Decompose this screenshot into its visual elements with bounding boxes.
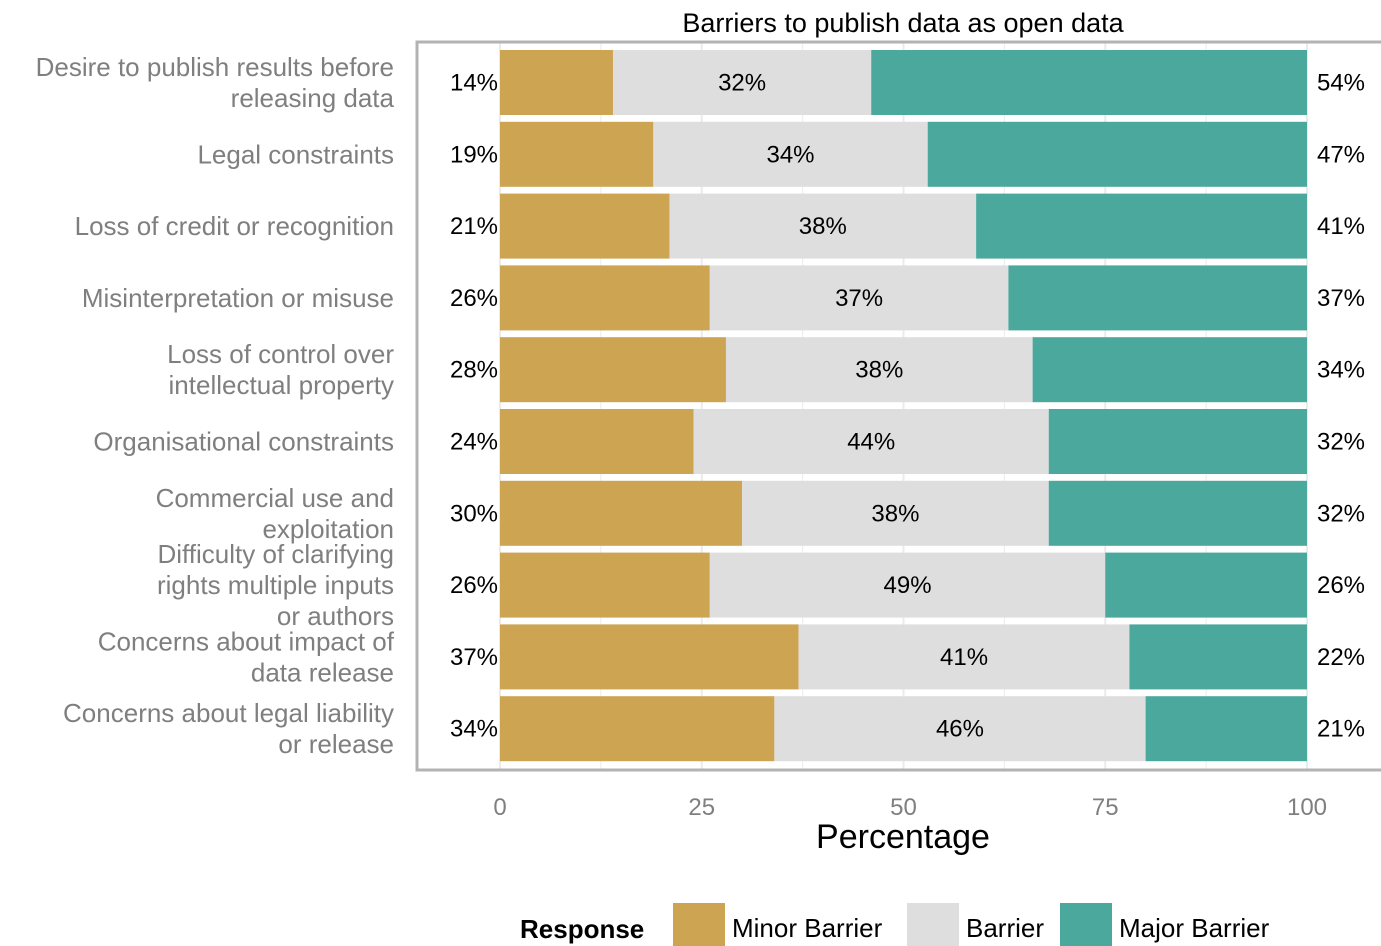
bar-barrier — [709, 265, 1009, 331]
bar-minor-barrier — [500, 624, 799, 690]
data-label-minor: 14% — [450, 70, 498, 97]
category-label: Commercial use and exploitation — [156, 483, 394, 544]
category-label: Legal constraints — [197, 139, 394, 169]
data-label-barrier: 38% — [855, 357, 903, 384]
bar-minor-barrier — [500, 121, 654, 187]
data-label-major: 32% — [1317, 429, 1365, 456]
legend-title: Response — [520, 914, 644, 944]
bar-major-barrier — [1048, 480, 1307, 546]
bar-major-barrier — [1129, 624, 1307, 690]
data-label-major: 26% — [1317, 572, 1365, 599]
bar-minor-barrier — [500, 696, 775, 762]
data-label-barrier: 34% — [766, 141, 814, 168]
data-label-barrier: 49% — [884, 572, 932, 599]
data-label-barrier: 38% — [871, 500, 919, 527]
legend-swatch — [673, 903, 725, 946]
bar-minor-barrier — [500, 552, 710, 618]
data-label-major: 22% — [1317, 644, 1365, 671]
x-axis-label: Percentage — [816, 818, 990, 856]
bar-minor-barrier — [500, 265, 710, 331]
legend-swatch — [907, 903, 959, 946]
legend: Response Minor Barrier Barrier Major Barri… — [520, 903, 1270, 946]
data-label-minor: 30% — [450, 500, 498, 527]
data-label-barrier: 32% — [718, 70, 766, 97]
ticks-layer: 0 25 50 75 100 — [493, 794, 1327, 821]
data-label-minor: 21% — [450, 213, 498, 240]
bar-minor-barrier — [500, 50, 613, 115]
bar-barrier — [612, 50, 872, 115]
data-label-minor: 37% — [450, 644, 498, 671]
bar-barrier — [653, 121, 928, 187]
category-label: Misinterpretation or misuse — [82, 283, 394, 313]
data-label-barrier: 37% — [835, 285, 883, 312]
bar-barrier — [725, 337, 1033, 403]
bar-barrier — [693, 409, 1049, 474]
data-label-major: 47% — [1317, 141, 1365, 168]
legend-label: Barrier — [966, 913, 1044, 943]
x-tick-label: 0 — [493, 794, 506, 821]
panel-border — [415, 40, 1381, 772]
bar-barrier — [774, 696, 1146, 762]
data-label-major: 37% — [1317, 285, 1365, 312]
data-label-major: 54% — [1317, 70, 1365, 97]
bar-major-barrier — [1105, 552, 1307, 618]
data-label-minor: 28% — [450, 357, 498, 384]
panel-frame — [415, 40, 1381, 772]
x-tick-label: 75 — [1092, 794, 1119, 821]
bar-barrier — [742, 480, 1049, 546]
bar-barrier — [669, 193, 977, 259]
bar-major-barrier — [1048, 409, 1307, 474]
legend-label: Major Barrier — [1119, 913, 1270, 943]
x-tick-label: 25 — [688, 794, 715, 821]
category-label: Concerns about legal liability or release — [63, 698, 394, 759]
bar-major-barrier — [927, 121, 1307, 187]
bar-major-barrier — [1145, 696, 1307, 762]
data-label-minor: 19% — [450, 141, 498, 168]
legend-label: Minor Barrier — [732, 913, 883, 943]
data-label-barrier: 41% — [940, 644, 988, 671]
bar-minor-barrier — [500, 193, 670, 259]
bar-barrier — [709, 552, 1106, 618]
data-label-barrier: 44% — [847, 429, 895, 456]
data-label-major: 34% — [1317, 357, 1365, 384]
category-label: Loss of control over intellectual propert… — [167, 339, 394, 400]
x-tick-label: 100 — [1287, 794, 1327, 821]
category-label: Concerns about impact of data release — [98, 626, 395, 687]
category-label: Difficulty of clarifying rights multiple … — [157, 539, 394, 631]
bar-minor-barrier — [500, 337, 726, 403]
category-label: Organisational constraints — [93, 427, 394, 457]
data-label-minor: 26% — [450, 285, 498, 312]
bar-major-barrier — [976, 193, 1307, 259]
data-label-major: 32% — [1317, 500, 1365, 527]
data-label-major: 21% — [1317, 716, 1365, 743]
data-label-barrier: 38% — [799, 213, 847, 240]
data-label-minor: 34% — [450, 716, 498, 743]
data-label-minor: 26% — [450, 572, 498, 599]
x-tick-label: 50 — [890, 794, 917, 821]
legend-swatch — [1060, 903, 1112, 946]
bar-major-barrier — [1008, 265, 1307, 331]
labels-layer: 14% 32% 54% 19% 34% 47% 21% 38% 41% 26% 37% 37% 28% 3… — [450, 70, 1365, 743]
bars-layer — [500, 50, 1307, 762]
bar-major-barrier — [871, 50, 1307, 115]
category-label: Desire to publish results before releasin… — [36, 52, 395, 113]
data-label-barrier: 46% — [936, 716, 984, 743]
chart-title: Barriers to publish data as open data — [682, 8, 1124, 38]
data-label-minor: 24% — [450, 429, 498, 456]
category-labels: Desire to publish results before releasin… — [36, 52, 395, 759]
data-label-major: 41% — [1317, 213, 1365, 240]
bar-minor-barrier — [500, 480, 743, 546]
bar-minor-barrier — [500, 409, 694, 474]
bar-major-barrier — [1032, 337, 1307, 403]
bar-barrier — [798, 624, 1130, 690]
category-label: Loss of credit or recognition — [75, 211, 394, 241]
